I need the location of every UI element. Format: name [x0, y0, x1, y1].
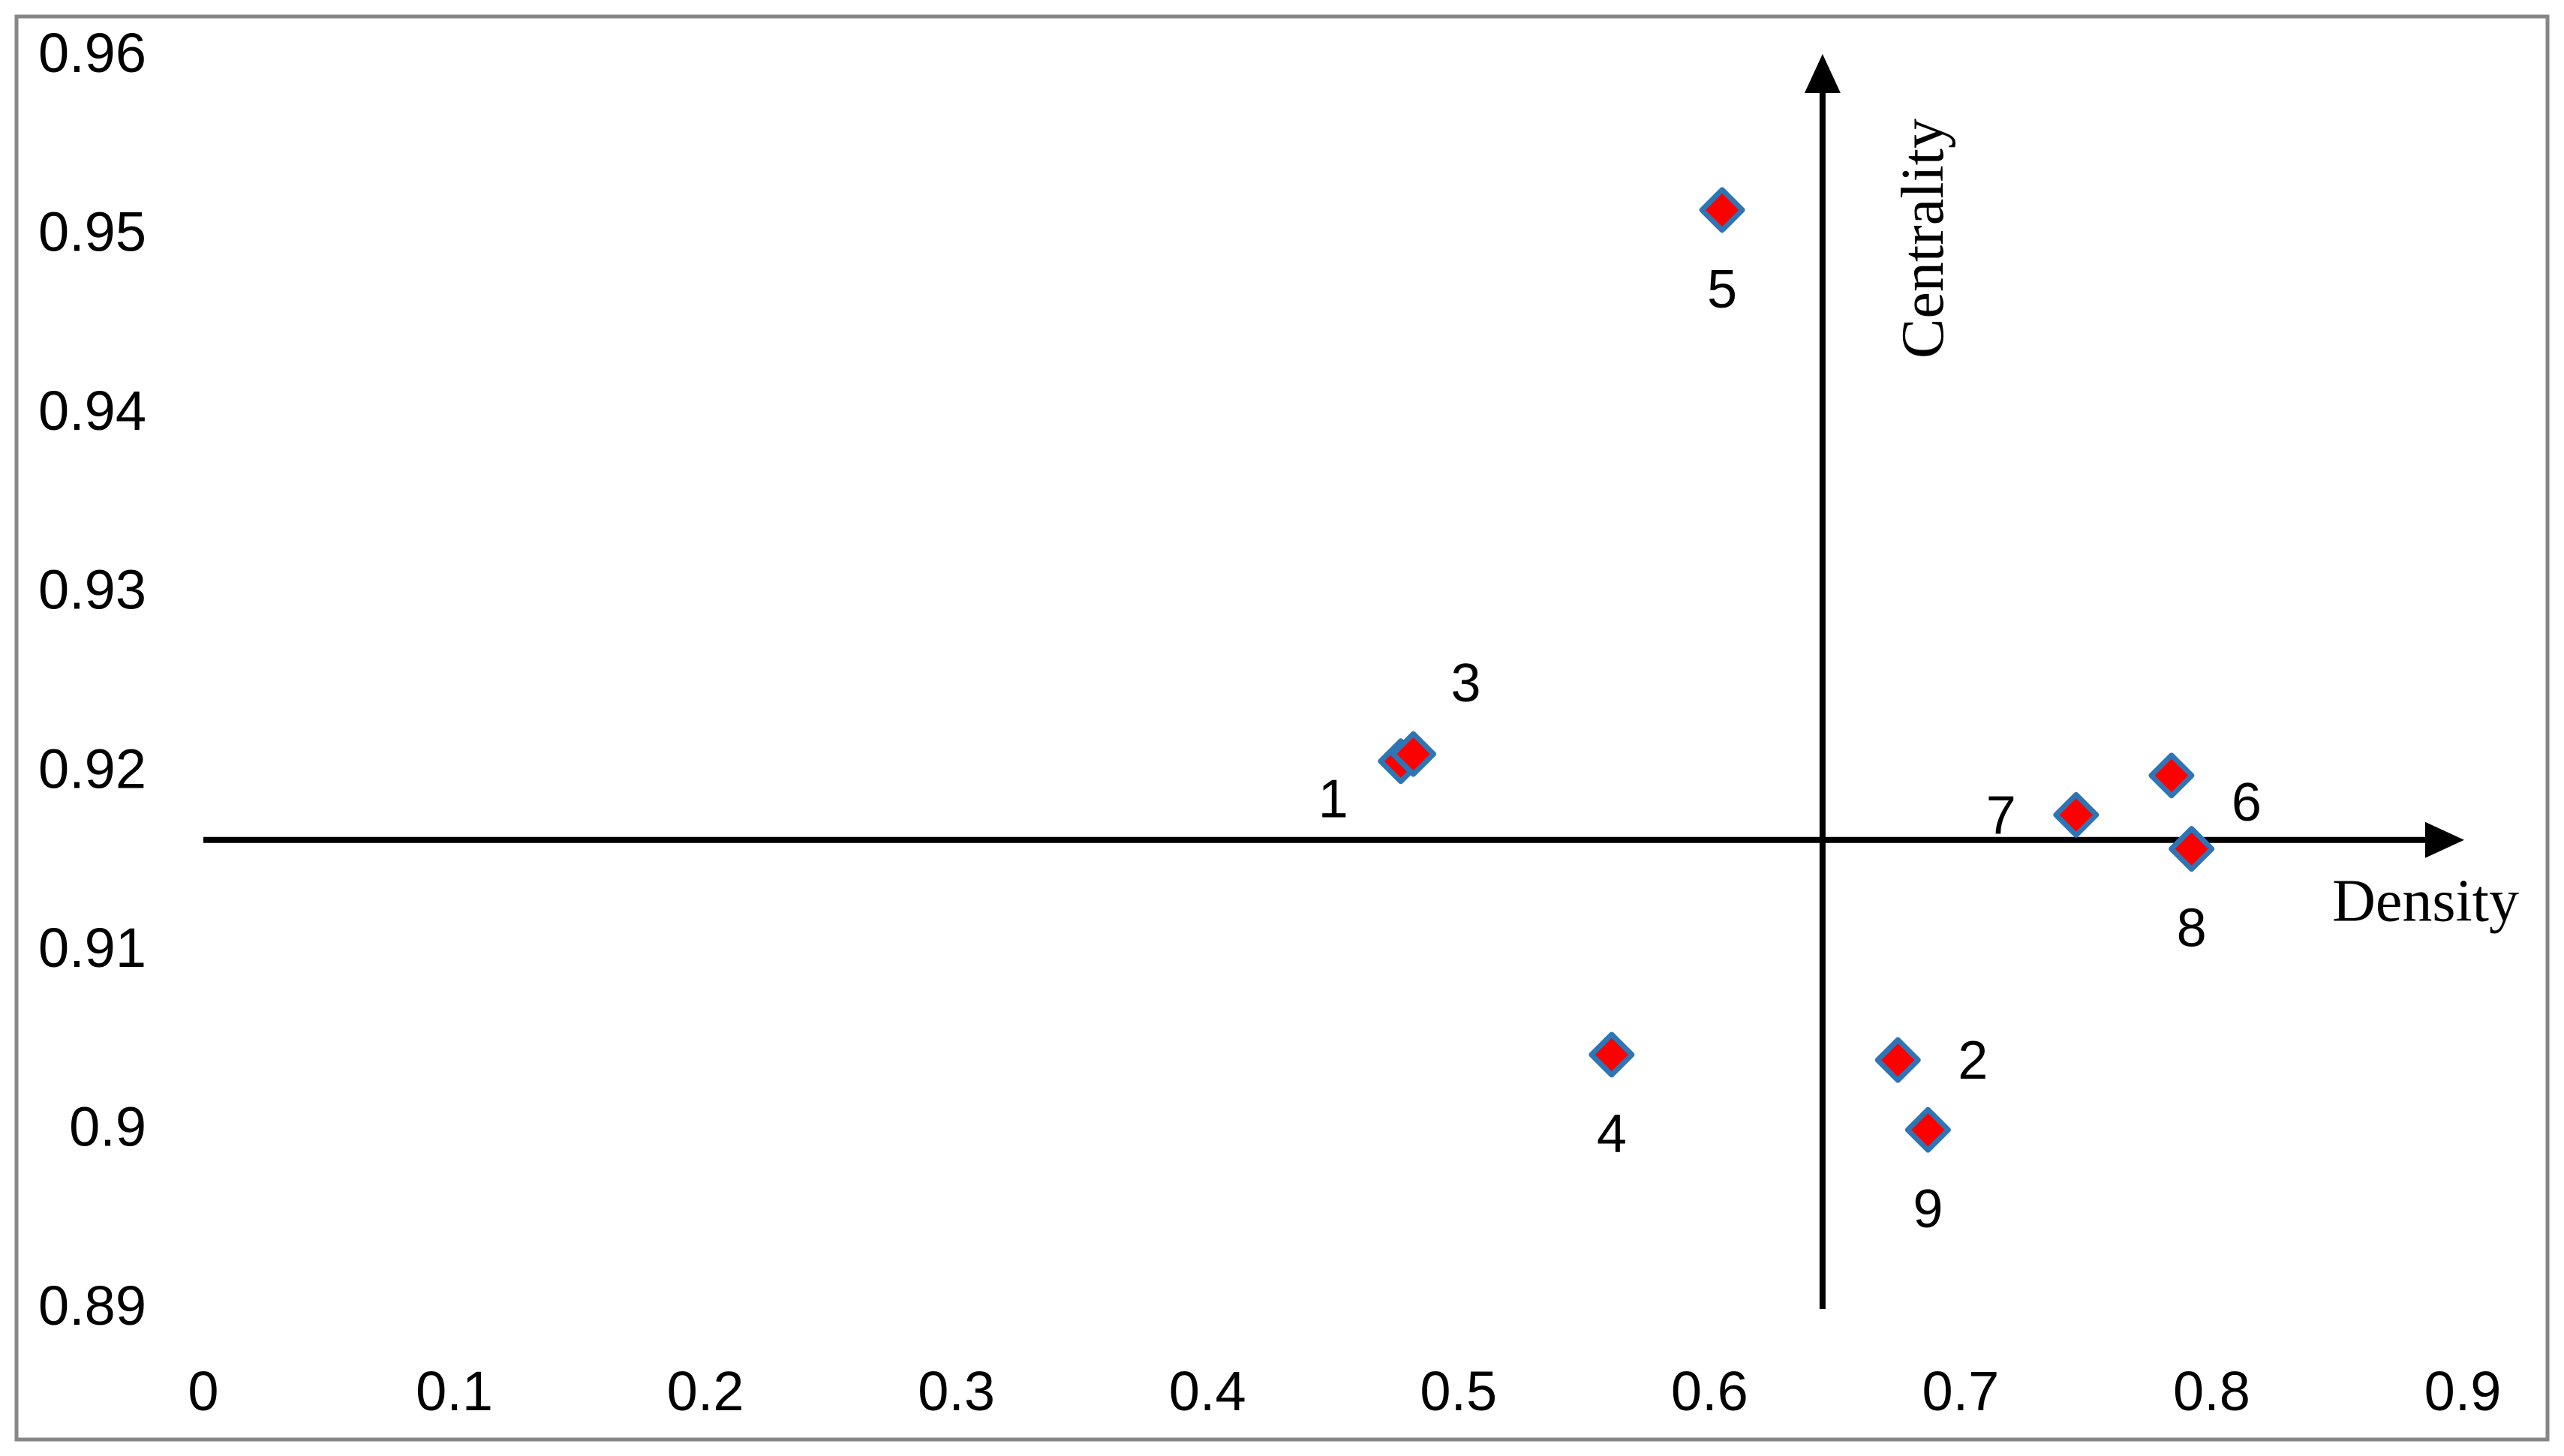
point-label-1: 1: [1318, 770, 1348, 830]
y-tick-label: 0.9: [69, 1095, 146, 1157]
x-axis-ticks: 0 0.1 0.2 0.3 0.4 0.5 0.6 0.7 0.8 0.9: [188, 1360, 2501, 1422]
x-tick-label: 0.7: [1922, 1360, 1999, 1422]
x-tick-label: 0.5: [1420, 1360, 1497, 1422]
data-point-6: [2148, 752, 2195, 799]
x-tick-label: 0.8: [2173, 1360, 2250, 1422]
y-tick-label: 0.95: [38, 201, 146, 263]
x-tick-label: 0.6: [1671, 1360, 1748, 1422]
y-tick-label: 0.89: [38, 1274, 146, 1337]
y-tick-label: 0.93: [38, 559, 146, 621]
y-tick-label: 0.92: [38, 737, 146, 800]
data-point-2: [1874, 1037, 1921, 1083]
data-points: [1378, 187, 2215, 1153]
point-labels: 1 2 3 4 5 6 7 8 9: [1318, 260, 2262, 1239]
x-tick-label: 0.4: [1169, 1360, 1246, 1422]
point-label-2: 2: [1958, 1031, 1988, 1091]
density-axis-arrowhead: [2425, 821, 2464, 858]
y-tick-label: 0.94: [38, 380, 146, 442]
y-tick-label: 0.91: [38, 917, 146, 979]
x-tick-label: 0: [188, 1360, 218, 1422]
point-label-5: 5: [1707, 260, 1737, 320]
y-axis-ticks: 0.89 0.9 0.91 0.92 0.93 0.94 0.95 0.96: [38, 22, 146, 1337]
x-tick-label: 0.9: [2424, 1360, 2502, 1422]
data-point-8: [2169, 826, 2215, 872]
y-tick-label: 0.96: [38, 22, 146, 84]
point-label-7: 7: [1986, 785, 2016, 845]
density-axis-title: Density: [2332, 869, 2519, 935]
point-label-9: 9: [1913, 1179, 1943, 1239]
point-label-6: 6: [2232, 773, 2262, 833]
centrality-axis-title: Centrality: [1890, 119, 1956, 359]
x-tick-label: 0.1: [416, 1360, 493, 1422]
x-tick-label: 0.2: [667, 1360, 744, 1422]
cross-axes: Density Centrality: [203, 54, 2519, 1309]
chart-border: [14, 14, 2550, 1442]
point-label-3: 3: [1451, 653, 1481, 713]
data-point-3: [1390, 731, 1437, 777]
data-point-4: [1589, 1031, 1635, 1078]
point-label-8: 8: [2177, 899, 2207, 959]
data-point-5: [1699, 187, 1745, 233]
point-label-4: 4: [1597, 1104, 1627, 1164]
centrality-axis-arrowhead: [1804, 54, 1841, 93]
data-point-9: [1904, 1106, 1951, 1153]
data-point-7: [2053, 791, 2100, 838]
x-tick-label: 0.3: [918, 1360, 995, 1422]
